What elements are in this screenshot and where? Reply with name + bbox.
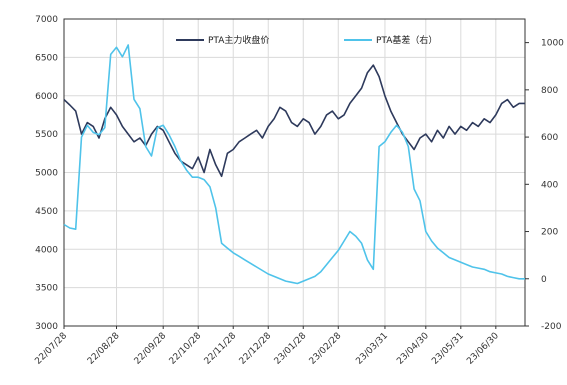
y-left-tick-label: 3000 [35,322,58,332]
y-left-tick-label: 6500 [35,53,58,63]
y-right-tick-label: 400 [541,180,558,190]
y-right-tick-label: 1000 [541,39,564,49]
y-left-tick-label: 6000 [35,92,58,102]
legend-label-price: PTA主力收盘价 [208,34,269,46]
legend: PTA主力收盘价 PTA基差（右） [176,34,437,46]
series-line-basis [63,44,525,285]
series-line-price [63,64,525,178]
y-left-tick-label: 4000 [35,245,58,255]
plot-area-border [63,18,526,327]
y-left-tick-label: 4500 [35,207,58,217]
y-left-tick-label: 7000 [35,15,58,25]
y-right-tick-label: 800 [541,86,558,96]
y-right-tick-label: 600 [541,133,558,143]
y-right-tick-label: 200 [541,228,558,238]
series-layer [63,44,525,285]
legend-label-basis: PTA基差（右） [376,34,437,46]
y-left-tick-label: 3500 [35,284,58,294]
axes [63,18,529,329]
y-right-tick-label: 0 [541,275,547,285]
y-left-tick-label: 5000 [35,169,58,179]
y-left-tick-label: 5500 [35,130,58,140]
y-right-tick-label: -200 [541,322,562,332]
